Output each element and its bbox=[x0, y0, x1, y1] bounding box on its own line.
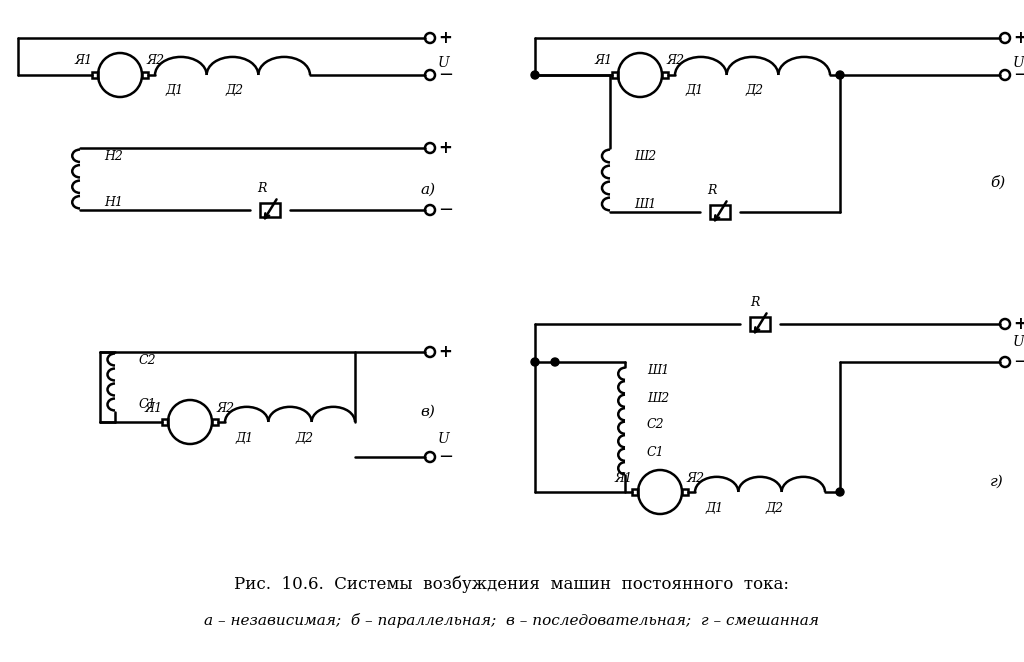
Text: Я2: Я2 bbox=[667, 54, 685, 68]
Text: Д1: Д1 bbox=[166, 85, 184, 97]
Text: +: + bbox=[438, 139, 452, 157]
Text: R: R bbox=[751, 295, 760, 308]
Bar bbox=[662, 72, 668, 78]
Bar bbox=[750, 317, 770, 331]
Text: Ш2: Ш2 bbox=[634, 150, 656, 162]
Text: U: U bbox=[438, 56, 450, 70]
Text: U: U bbox=[1013, 56, 1024, 70]
Bar bbox=[162, 419, 168, 425]
Text: −: − bbox=[1013, 66, 1024, 84]
Bar bbox=[260, 203, 280, 217]
Text: −: − bbox=[438, 66, 454, 84]
Text: Д2: Д2 bbox=[296, 432, 314, 444]
Text: Я1: Я1 bbox=[595, 54, 613, 68]
Text: С2: С2 bbox=[139, 354, 157, 367]
Text: а – независимая;  б – параллельная;  в – последовательная;  г – смешанная: а – независимая; б – параллельная; в – п… bbox=[205, 612, 819, 628]
Text: R: R bbox=[257, 181, 266, 195]
Text: С1: С1 bbox=[647, 446, 665, 459]
Text: Д1: Д1 bbox=[706, 502, 724, 514]
Circle shape bbox=[531, 71, 539, 79]
Text: Я1: Я1 bbox=[145, 401, 163, 414]
Text: −: − bbox=[438, 201, 454, 219]
Text: Я2: Я2 bbox=[146, 54, 165, 68]
Text: Я1: Я1 bbox=[75, 54, 93, 68]
Circle shape bbox=[531, 358, 539, 366]
Circle shape bbox=[836, 71, 844, 79]
Text: С1: С1 bbox=[139, 397, 157, 410]
Text: Ш1: Ш1 bbox=[647, 365, 670, 377]
Text: Д2: Д2 bbox=[766, 502, 784, 514]
Text: U: U bbox=[438, 432, 450, 446]
Text: Н2: Н2 bbox=[104, 150, 123, 162]
Bar bbox=[682, 489, 688, 495]
Text: Д1: Д1 bbox=[236, 432, 254, 444]
Bar bbox=[142, 72, 148, 78]
Text: а): а) bbox=[420, 183, 435, 197]
Text: Я1: Я1 bbox=[615, 471, 633, 485]
Bar bbox=[92, 72, 98, 78]
Bar bbox=[632, 489, 638, 495]
Text: Ш2: Ш2 bbox=[647, 391, 670, 404]
Text: Д2: Д2 bbox=[226, 85, 244, 97]
Text: Рис.  10.6.  Системы  возбуждения  машин  постоянного  тока:: Рис. 10.6. Системы возбуждения машин пос… bbox=[234, 575, 790, 592]
Text: Д1: Д1 bbox=[686, 85, 705, 97]
Text: Ш1: Ш1 bbox=[634, 197, 656, 211]
Text: Д2: Д2 bbox=[745, 85, 764, 97]
Text: в): в) bbox=[420, 405, 435, 419]
Text: R: R bbox=[708, 183, 717, 197]
Bar bbox=[710, 205, 730, 219]
Bar bbox=[212, 419, 218, 425]
Text: Я2: Я2 bbox=[687, 471, 706, 485]
Bar bbox=[612, 72, 618, 78]
Text: Я2: Я2 bbox=[217, 401, 236, 414]
Text: С2: С2 bbox=[647, 418, 665, 432]
Text: +: + bbox=[438, 29, 452, 47]
Circle shape bbox=[551, 358, 559, 366]
Text: −: − bbox=[438, 448, 454, 466]
Text: г): г) bbox=[990, 475, 1004, 489]
Text: +: + bbox=[438, 343, 452, 361]
Text: U: U bbox=[1013, 335, 1024, 349]
Text: Н1: Н1 bbox=[104, 195, 123, 209]
Text: б): б) bbox=[990, 175, 1006, 189]
Text: +: + bbox=[1013, 315, 1024, 333]
Circle shape bbox=[836, 488, 844, 496]
Text: −: − bbox=[1013, 353, 1024, 371]
Text: +: + bbox=[1013, 29, 1024, 47]
